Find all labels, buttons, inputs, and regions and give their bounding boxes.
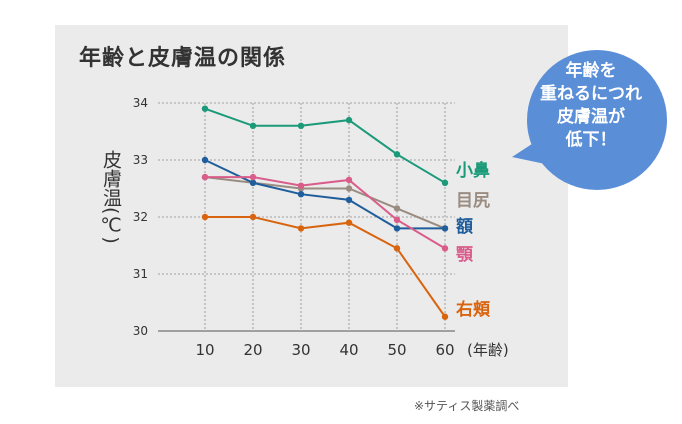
x-tick-label: 10 bbox=[195, 341, 214, 359]
y-tick-label: 31 bbox=[133, 267, 148, 281]
series-label: 右頬 bbox=[456, 299, 491, 320]
data-point bbox=[249, 122, 257, 129]
x-axis-label: (年齢) bbox=[467, 341, 509, 359]
data-point bbox=[201, 156, 209, 164]
x-tick-label: 40 bbox=[339, 341, 358, 359]
series-label: 小鼻 bbox=[456, 160, 490, 181]
data-point bbox=[393, 205, 401, 212]
series-line bbox=[204, 159, 445, 230]
data-point bbox=[441, 179, 449, 186]
y-axis-label: 皮膚温(℃) bbox=[100, 150, 122, 244]
callout-bubble bbox=[512, 50, 667, 190]
series-label: 額 bbox=[455, 216, 473, 237]
data-point bbox=[297, 225, 305, 232]
data-point bbox=[249, 213, 257, 221]
callout-line: 皮膚温が bbox=[557, 107, 625, 127]
chart-panel bbox=[55, 25, 568, 387]
data-point bbox=[441, 313, 449, 320]
data-point bbox=[201, 213, 209, 221]
callout-line: 低下！ bbox=[565, 130, 617, 150]
x-tick-label: 60 bbox=[435, 341, 454, 359]
data-point bbox=[345, 196, 353, 204]
data-point bbox=[297, 122, 305, 129]
series-line bbox=[204, 176, 446, 230]
series-line bbox=[204, 107, 446, 184]
y-tick-label: 33 bbox=[133, 153, 148, 167]
series-label: 目尻 bbox=[456, 191, 490, 211]
data-point bbox=[201, 173, 209, 181]
data-point bbox=[345, 176, 353, 184]
y-tick-label: 34 bbox=[133, 96, 148, 110]
data-point bbox=[345, 219, 353, 226]
series-label: 顎 bbox=[456, 245, 474, 265]
series-line bbox=[205, 216, 446, 318]
data-point bbox=[297, 182, 305, 189]
source-note: ※サティス製薬調べ bbox=[414, 399, 520, 413]
x-tick-label: 30 bbox=[291, 341, 310, 359]
data-point bbox=[393, 225, 401, 232]
y-tick-label: 30 bbox=[133, 324, 148, 338]
chart-title: 年齢と皮膚温の関係 bbox=[79, 46, 287, 71]
data-point bbox=[249, 179, 257, 186]
data-point bbox=[393, 151, 401, 158]
x-tick-label: 20 bbox=[243, 341, 262, 359]
data-point bbox=[441, 245, 449, 252]
data-point bbox=[441, 225, 449, 232]
data-point bbox=[345, 185, 353, 192]
callout-line: 重ねるにつれ bbox=[540, 84, 642, 104]
x-tick-label: 50 bbox=[387, 341, 406, 359]
data-point bbox=[249, 173, 257, 181]
callout-line: 年齢を bbox=[565, 61, 617, 81]
data-point bbox=[393, 216, 401, 224]
series-line bbox=[205, 176, 446, 250]
data-point bbox=[393, 245, 401, 252]
data-point bbox=[345, 116, 353, 124]
data-point bbox=[201, 105, 209, 112]
y-tick-label: 32 bbox=[133, 210, 148, 224]
callout-text: 年齢を 重ねるにつれ 皮膚温が 低下！ bbox=[528, 60, 654, 152]
data-point bbox=[297, 191, 305, 198]
